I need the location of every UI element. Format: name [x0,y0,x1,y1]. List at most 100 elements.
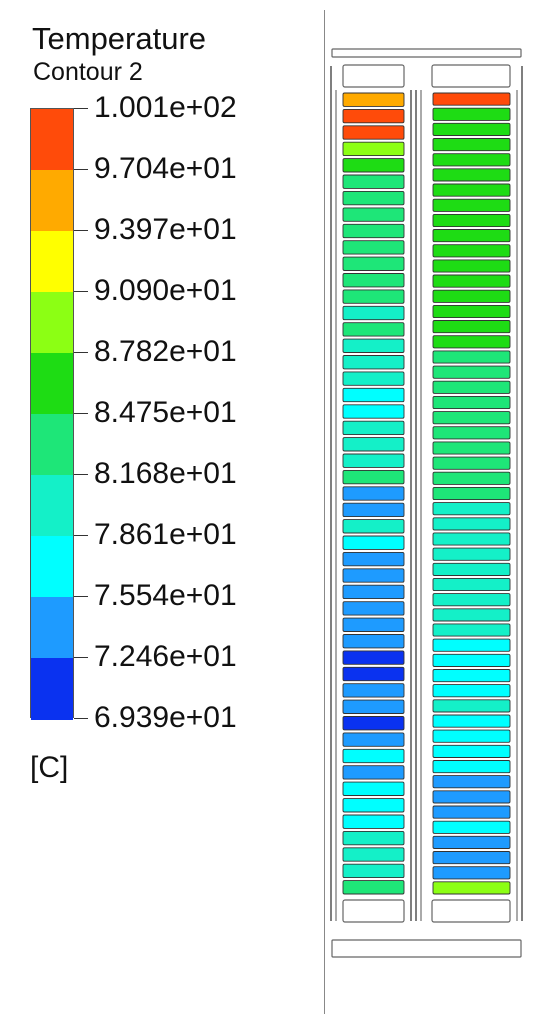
color-band [31,536,73,598]
left-fin-cell [342,158,405,173]
left-fin-cell [342,535,405,550]
tick-label: 6.939e+01 [94,701,237,734]
tick-mark [74,535,88,536]
right-fin-cell [432,365,511,379]
tick-mark [74,230,88,231]
right-fin-cell [432,229,511,243]
right-fin-cell [432,820,511,834]
right-fin-cell [432,274,511,288]
tick-mark [74,596,88,597]
unit-label: [C] [30,751,69,784]
left-fin-cell [342,420,405,436]
right-fin-cell [432,107,511,121]
left-fin-cell [342,748,405,764]
tick-mark [74,352,88,353]
tick-mark [74,169,88,170]
left-fin-cell [342,355,405,370]
color-band [31,231,73,293]
left-fin-cell [342,305,405,321]
right-fin-cell [432,335,511,349]
top-header-bar [331,48,522,58]
tick-mark [74,474,88,475]
right-fin-cell [432,198,511,212]
left-fin-cell [342,683,405,698]
right-fin-cell [432,744,511,758]
color-bar [30,108,74,720]
left-fin-cell [342,371,405,386]
right-fin-cell [432,486,511,501]
tick-label: 7.246e+01 [94,640,237,673]
left-fin-cell [342,387,405,403]
right-fin-cell [432,426,511,440]
right-fin-cell [432,729,511,743]
color-band [31,414,73,476]
left-fin-cell [342,437,405,452]
left-fin-cell [342,338,405,353]
right-fin-cell [432,669,511,683]
right-fin-cell [432,835,511,849]
tick-label: 1.001e+02 [94,91,237,124]
left-fin-cell [342,273,405,288]
right-fin-cell [432,471,511,485]
left-fin-cell [342,190,405,206]
left-fin-cell [342,798,405,813]
right-fin-cell [432,684,511,698]
tick-label: 9.704e+01 [94,152,237,185]
left-fin-cell [342,847,405,862]
right-fin-cell [432,805,511,819]
left-fin-cell [342,519,405,534]
right-fin-cell [432,623,511,637]
left-fin-cell [342,502,405,518]
right-fin-cell [432,638,511,652]
right-fin-cell [432,502,511,516]
tick-label: 8.475e+01 [94,396,237,429]
right-fin-cell [432,122,511,136]
right-fin-cell [432,775,511,789]
left-fin-cell [342,486,405,501]
right-fin-cell [432,92,511,106]
right-fin-cell [432,881,511,895]
tick-mark [74,657,88,658]
color-band [31,353,73,415]
color-band [31,658,73,720]
left-fin-cell [342,92,405,107]
tick-label: 9.397e+01 [94,213,237,246]
tick-mark [74,413,88,414]
left-fin-cell [342,765,405,780]
right-fin-cell [432,320,511,334]
left-fin-cell [342,601,405,616]
right-fin-cell [432,138,511,152]
left-fin-cell [342,584,405,600]
right-fin-cell [432,593,511,607]
left-top-empty-cell [342,64,405,88]
tick-mark [74,718,88,719]
right-fin-cell [432,289,511,303]
tick-label: 8.168e+01 [94,457,237,490]
left-fin-cell [342,125,405,140]
right-fin-cell [432,380,511,394]
right-fin-cell [432,760,511,774]
right-fin-cell [432,456,511,470]
right-fin-cell [432,350,511,364]
left-fin-cell [342,666,405,682]
left-fin-cell [342,141,405,157]
panel-divider [324,10,325,1014]
left-fin-cell [342,699,405,714]
right-fin-cell [432,653,511,667]
left-fin-cell [342,174,405,189]
left-fin-cell [342,650,405,665]
color-band [31,597,73,659]
tick-mark [74,108,88,109]
color-band [31,292,73,354]
right-fin-cell [432,168,511,182]
left-fin-cell [342,781,405,796]
left-fin-cell [342,453,405,468]
right-fin-cell [432,532,511,546]
tick-mark [74,291,88,292]
color-band [31,475,73,537]
left-fin-cell [342,617,405,632]
legend-subtitle: Contour 2 [33,58,143,86]
right-fin-cell [432,699,511,713]
right-fin-cell [432,790,511,804]
